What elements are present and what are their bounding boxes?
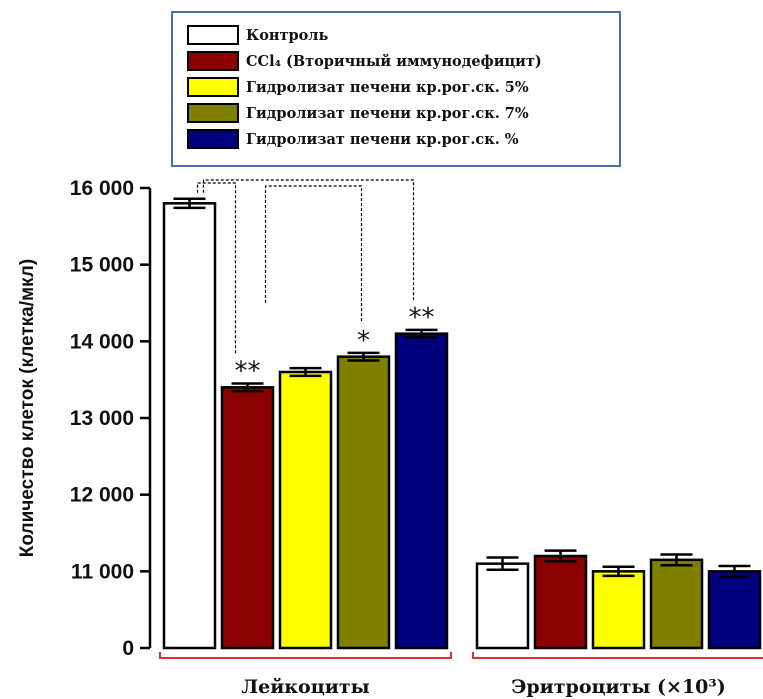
y-tick-label: 0 <box>122 637 134 660</box>
significance-bracket <box>264 185 363 323</box>
significance-bracket <box>202 179 415 300</box>
y-axis-label: Количество клеток (клетка/мкл) <box>17 259 38 557</box>
bar <box>591 570 646 650</box>
bar <box>278 370 333 650</box>
legend: Контроль CCl₄ (Вторичный иммунодефицит) Ги… <box>171 11 621 167</box>
legend-swatch-5 <box>187 129 239 149</box>
category-bracket <box>472 652 763 659</box>
legend-box <box>171 11 621 167</box>
bars: Лейкоциты Эритроциты (×10³) <box>159 197 763 698</box>
legend-swatch-4 <box>187 103 239 123</box>
bar <box>336 355 391 650</box>
significance-marker: ** <box>235 357 261 387</box>
legend-label-5: Гидролизат печени кр.рог.ск. % <box>246 131 519 148</box>
chart-axes: 0 11 000 12 000 13 000 14 000 15 000 16 000 Кол… <box>17 177 152 660</box>
bar <box>162 202 217 650</box>
legend-label-3: Гидролизат печени кр.рог.ск. 5% <box>246 79 529 96</box>
bar <box>475 562 530 650</box>
bar <box>220 386 275 650</box>
significance-marker: ** <box>409 303 435 333</box>
legend-swatch-2 <box>187 51 239 71</box>
legend-swatch-1 <box>187 25 239 45</box>
y-tick-label: 12 000 <box>70 484 134 507</box>
legend-label-2: CCl₄ (Вторичный иммунодефицит) <box>246 53 542 70</box>
legend-swatch-3 <box>187 77 239 97</box>
bar <box>649 558 704 650</box>
y-tick-label: 15 000 <box>70 254 134 277</box>
y-tick-label: 11 000 <box>71 560 134 583</box>
significance-bracket <box>196 182 237 354</box>
bar <box>707 570 762 650</box>
category-label: Лейкоциты <box>241 676 369 698</box>
y-tick-label: 16 000 <box>70 177 134 200</box>
legend-label-1: Контроль <box>246 27 328 44</box>
y-tick-label: 13 000 <box>70 407 134 430</box>
significance-marker: * <box>357 326 370 356</box>
legend-label-4: Гидролизат печени кр.рог.ск. 7% <box>246 105 529 122</box>
category-bracket <box>159 652 452 659</box>
y-tick-label: 14 000 <box>70 330 134 353</box>
category-label: Эритроциты (×10³) <box>511 676 725 698</box>
bar <box>394 332 449 650</box>
bar <box>533 554 588 650</box>
annotations: ***** <box>196 179 435 387</box>
